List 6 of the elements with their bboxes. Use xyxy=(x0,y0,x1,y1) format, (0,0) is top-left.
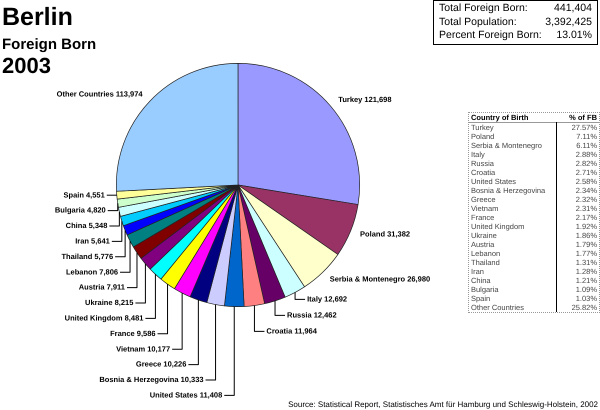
source-note: Source: Statistical Report, Statistisches Amt für Hamburg und Schleswig-Holstein, 2002 xyxy=(288,400,598,410)
chart-title: Berlin xyxy=(2,3,73,31)
text: Total Foreign Born: 441,404 xyxy=(439,2,592,14)
text: Total Population: 3,392,425 xyxy=(439,16,592,28)
chart-subtitle: Foreign Born 2003 xyxy=(2,36,96,78)
text: Percent Foreign Born: 13.01% xyxy=(439,29,592,41)
